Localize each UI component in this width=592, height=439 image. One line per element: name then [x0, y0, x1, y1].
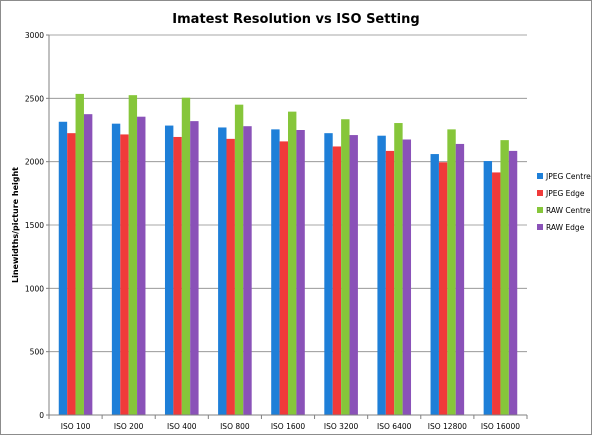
axes: [46, 34, 528, 419]
y-tick-label: 2000: [25, 158, 44, 167]
bar: [377, 135, 386, 415]
x-tick-label: ISO 400: [167, 422, 197, 431]
bar: [128, 95, 138, 416]
bar: [234, 104, 244, 416]
bar: [164, 125, 174, 416]
bar: [271, 129, 280, 415]
bar: [402, 139, 412, 415]
bar: [75, 93, 84, 416]
bar: [332, 146, 342, 415]
x-tick-label: ISO 1600: [271, 422, 306, 431]
bar: [341, 119, 350, 415]
legend-swatch: [537, 173, 543, 179]
y-tick-label: 500: [30, 348, 45, 357]
y-tick-label: 1500: [25, 221, 44, 230]
bar: [455, 143, 465, 415]
x-tick-label: ISO 100: [61, 422, 91, 431]
bar: [492, 172, 501, 415]
bar: [385, 150, 395, 415]
bar: [218, 127, 227, 415]
bar: [190, 121, 199, 415]
bar: [349, 135, 358, 416]
y-tick-label: 0: [39, 411, 44, 420]
bar: [483, 161, 493, 415]
bar: [181, 97, 191, 415]
legend-label: JPEG Edge: [545, 189, 585, 198]
legend-label: RAW Centre: [546, 206, 591, 215]
bar: [430, 154, 439, 416]
legend-label: RAW Edge: [546, 223, 585, 232]
bar: [111, 123, 121, 416]
bar: [438, 162, 448, 415]
y-tick-label: 2500: [25, 94, 44, 103]
legend-label: JPEG Centre: [545, 172, 591, 181]
legend: JPEG Centre JPEG Edge RAW Centre RAW Edge: [537, 172, 591, 232]
bar: [508, 150, 518, 415]
bar: [58, 121, 68, 416]
chart-title: Imatest Resolution vs ISO Setting: [172, 12, 419, 27]
bars: [58, 93, 518, 416]
x-tick-labels: ISO 100 ISO 200 ISO 400 ISO 800 ISO 1600 ISO …: [61, 422, 520, 431]
bar: [67, 133, 76, 415]
bar: [500, 140, 509, 415]
bar: [324, 133, 333, 415]
bar: [120, 134, 129, 415]
bar: [243, 126, 252, 415]
x-tick-label: ISO 6400: [377, 422, 412, 431]
x-tick-label: ISO 3200: [324, 422, 359, 431]
x-tick-label: ISO 800: [220, 422, 250, 431]
x-tick-label: ISO 200: [114, 422, 144, 431]
bar: [226, 138, 235, 415]
y-tick-label: 1000: [25, 284, 44, 293]
legend-swatch: [537, 207, 543, 213]
bar: [173, 136, 182, 415]
legend-swatch: [537, 224, 543, 230]
bar: [83, 114, 93, 416]
bar: [447, 129, 456, 415]
x-tick-label: ISO 16000: [481, 422, 520, 431]
x-tick-label: ISO 12800: [428, 422, 467, 431]
y-tick-label: 3000: [25, 31, 44, 40]
y-axis-label: Linewidths/picture height: [11, 167, 20, 283]
bar: [394, 123, 403, 416]
legend-swatch: [537, 190, 543, 196]
bar: [279, 141, 288, 415]
bar: [137, 116, 146, 415]
bar: [288, 111, 297, 415]
bar: [296, 130, 305, 415]
y-tick-labels: 0 500 1000 1500 2000 2500 3000: [25, 31, 44, 420]
